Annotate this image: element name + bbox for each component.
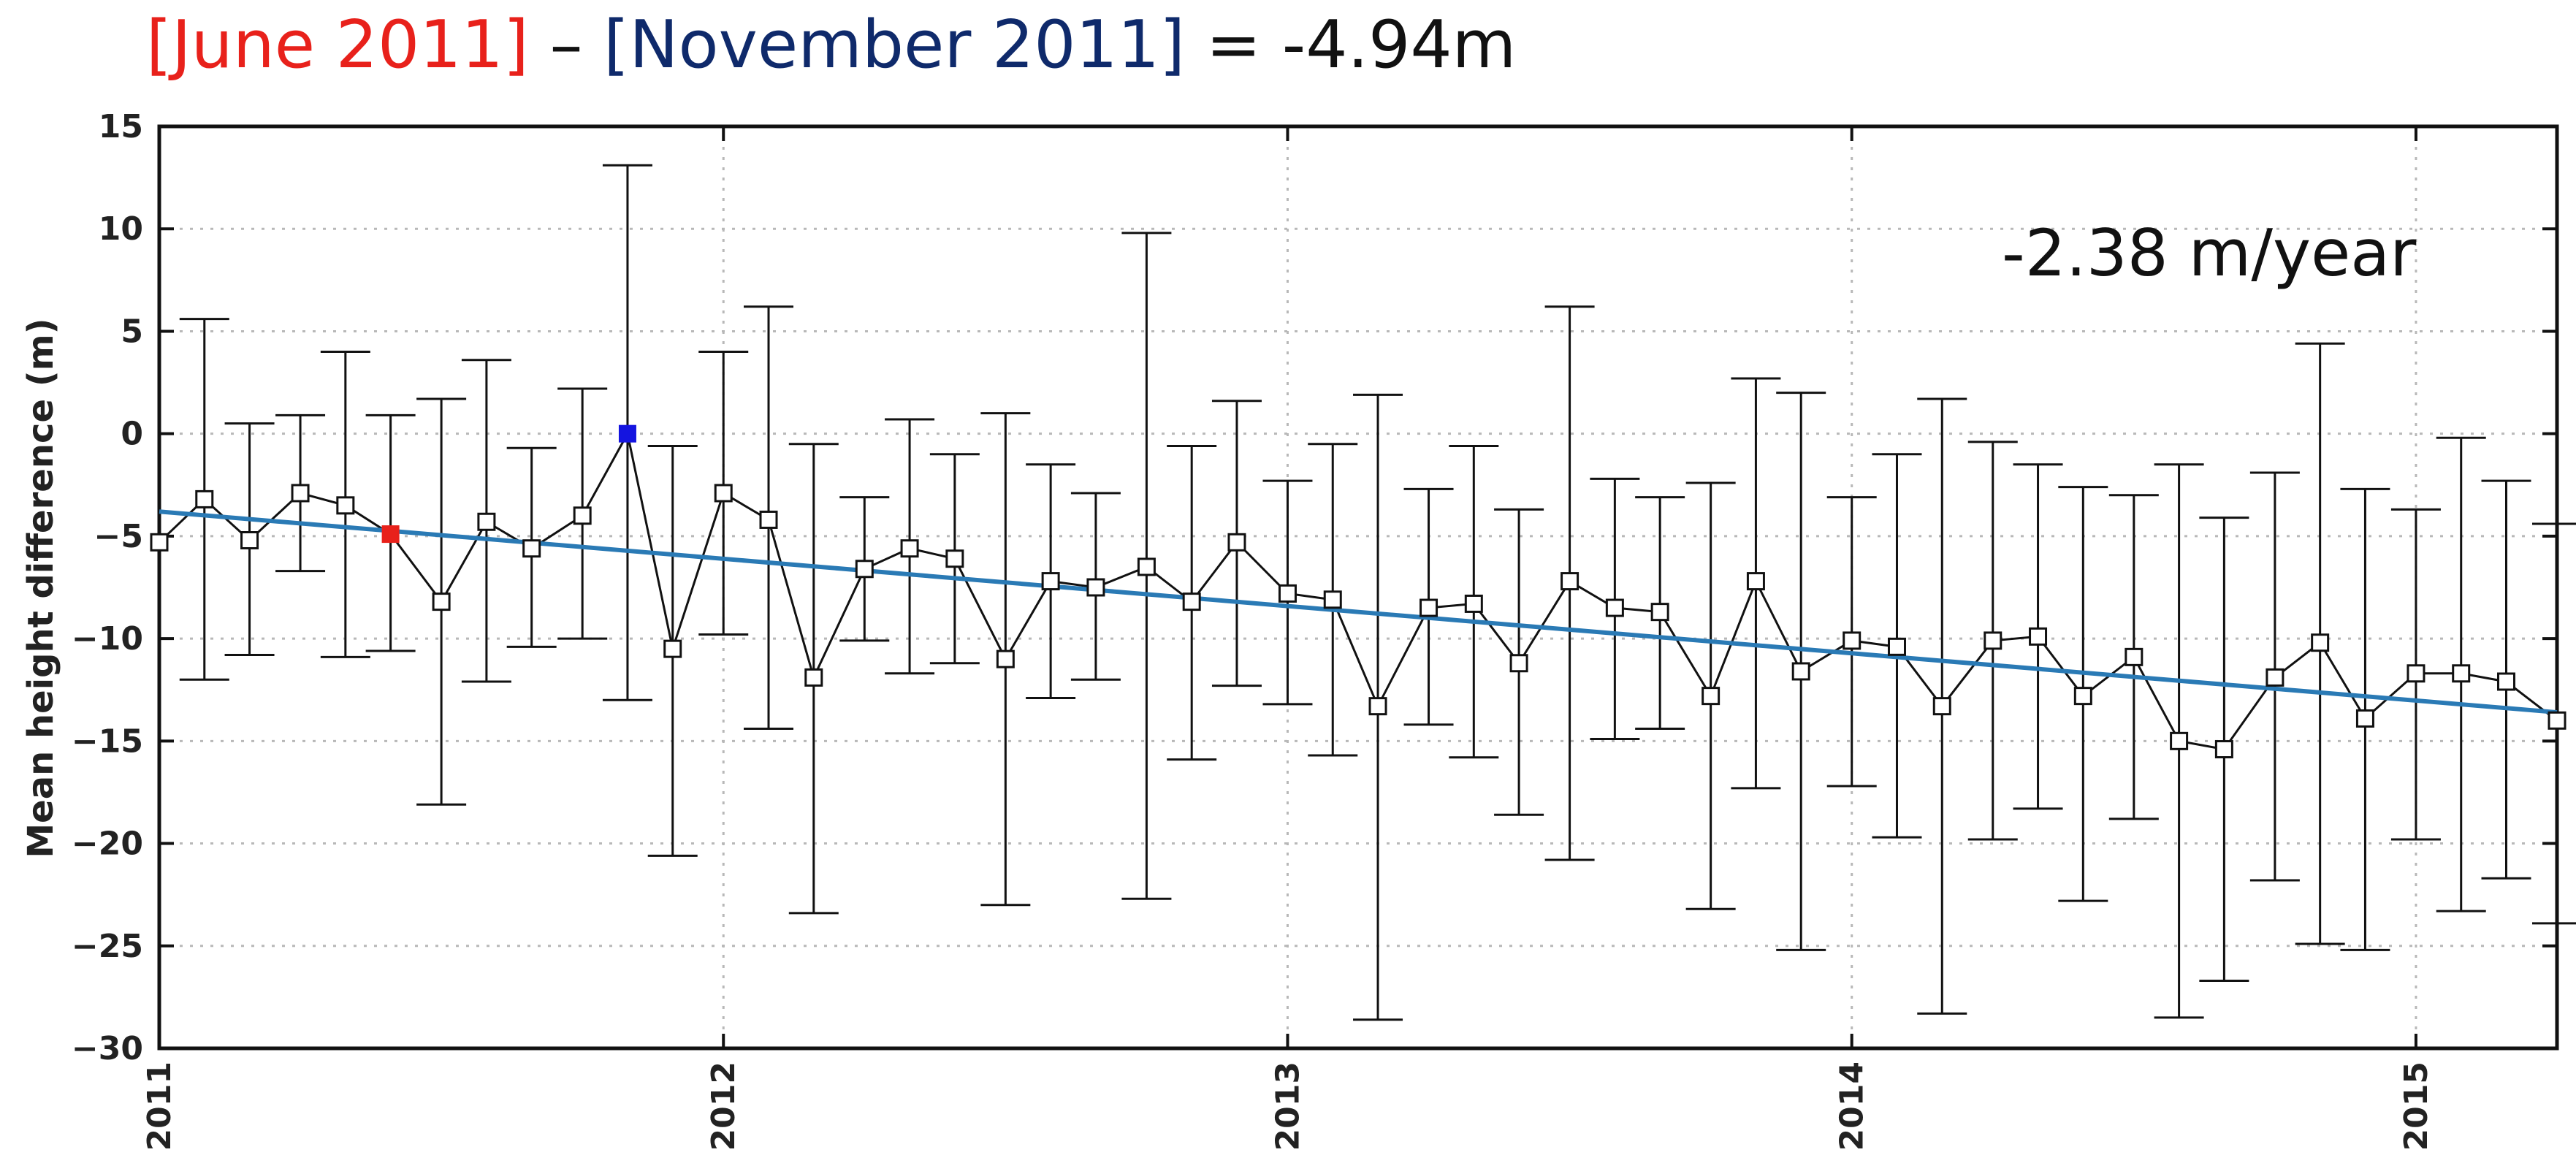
data-marker [1561,572,1579,591]
x-tick-label: 2011 [141,1061,178,1151]
series-line [158,430,2558,751]
data-marker [336,496,355,515]
data-marker [2073,687,2092,706]
data-marker [1984,631,2003,650]
x-tick-label: 2013 [1269,1061,1306,1151]
data-marker [714,484,733,503]
data-marker [1650,603,1669,622]
data-marker [1278,584,1297,603]
y-tick-label: −30 [72,1030,143,1067]
data-marker [759,510,778,529]
data-marker [291,484,310,503]
y-axis-ticks: 15 10 5 0 −5 −10 −15 −20 −25 −30 [72,108,2557,1067]
title-part-3: = -4.94m [1185,7,1516,83]
title-part-1: – [529,7,603,83]
data-marker [1887,637,1906,656]
trend-line [159,509,2558,715]
title-part-0: [June 2011] [146,7,529,83]
data-marker [522,539,541,558]
y-tick-label: 15 [99,108,143,145]
data-marker [996,649,1015,668]
chart-title: [June 2011] – [November 2011] = -4.94m [146,7,1516,83]
data-marker [432,592,451,611]
data-marker [2029,627,2048,646]
data-marker [1464,594,1483,613]
x-tick-label: 2014 [1834,1061,1871,1151]
y-tick-label: 10 [99,210,143,248]
y-tick-label: −15 [72,723,143,760]
y-tick-label: 0 [121,416,143,453]
data-marker [1182,592,1201,611]
data-marker [900,539,919,558]
y-tick-label: −5 [94,518,143,555]
error-bars [179,164,2576,1021]
data-marker [573,506,592,525]
data-marker [1086,578,1105,597]
data-marker [240,530,259,549]
title-part-2: [November 2011] [603,7,1185,83]
data-marker [804,668,823,687]
data-marker [1843,631,1861,650]
data-marker [1323,590,1342,609]
data-marker [1932,697,1951,716]
data-marker [1509,654,1528,673]
data-marker [2407,664,2426,683]
data-marker [1420,598,1438,617]
data-marker [477,512,496,531]
y-tick-label: −20 [72,826,143,863]
data-marker [2452,664,2471,683]
data-marker [2355,709,2374,728]
data-marker [855,560,874,579]
data-marker [1746,572,1765,591]
y-tick-label: −10 [72,620,143,657]
series-markers [150,424,2567,759]
y-tick-label: −25 [72,928,143,965]
data-marker [1227,533,1246,552]
data-marker [1368,697,1387,716]
data-marker [1041,572,1060,591]
x-tick-label: 2012 [705,1061,742,1151]
data-marker [1791,662,1810,681]
data-marker [2496,672,2515,691]
data-marker [2170,731,2189,750]
data-marker [2266,668,2285,687]
data-marker [195,489,214,508]
data-marker [1605,598,1624,617]
data-marker [945,549,964,568]
highlight-marker [381,525,400,544]
x-tick-label: 2015 [2398,1061,2435,1151]
data-marker [663,639,682,658]
x-axis-ticks: 2011 2012 2013 2014 2015 [141,126,2435,1151]
data-marker [2311,633,2330,652]
data-marker [2125,647,2144,666]
y-axis-label: Mean height difference (m) [20,318,61,858]
slope-annotation: -2.38 m/year [2002,216,2417,291]
data-marker [150,533,169,552]
data-marker [2214,740,2233,759]
y-tick-label: 5 [121,313,143,350]
data-marker [1137,557,1156,576]
grid-lines [159,126,2557,1048]
highlight-marker [618,424,636,443]
data-marker [1702,687,1720,706]
data-marker [2548,711,2567,730]
